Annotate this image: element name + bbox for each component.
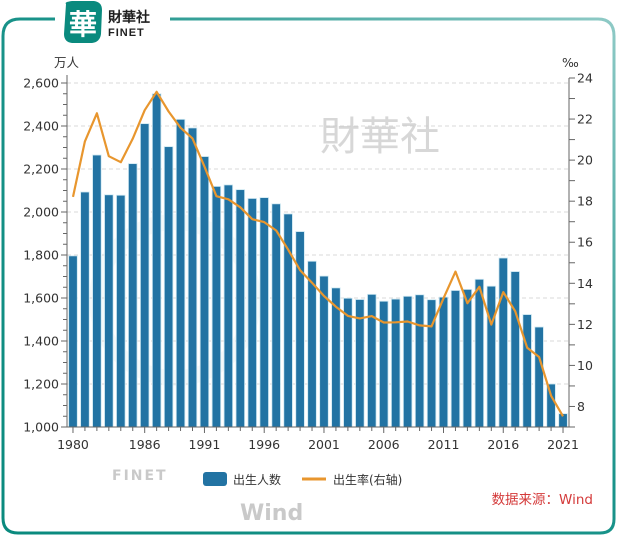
bar-1984: [116, 194, 126, 428]
bar-2016: [498, 257, 508, 428]
right-tick-label: 20: [577, 153, 593, 168]
legend-swatch-births[interactable]: [203, 472, 227, 486]
bar-1993: [223, 184, 234, 428]
watermark-center-en: FINET: [112, 468, 168, 484]
right-tick-label: 8: [577, 399, 585, 414]
bar-1983: [104, 194, 114, 428]
bar-1988: [163, 146, 174, 428]
bar-1981: [80, 191, 90, 428]
bar-1985: [128, 163, 138, 428]
left-tick-label: 1,400: [23, 334, 59, 349]
bar-1986: [139, 123, 150, 428]
bar-2020: [546, 383, 556, 428]
bar-2014: [474, 278, 485, 428]
bar-2011: [438, 296, 449, 428]
line-series: [71, 90, 564, 417]
x-tick-label: 2011: [428, 437, 460, 452]
bar-2017: [510, 271, 520, 428]
x-tick-label: 2016: [487, 437, 519, 452]
left-tick-label: 2,600: [23, 76, 59, 91]
axes: [61, 75, 575, 433]
bar-1999: [295, 231, 305, 428]
right-tick-label: 10: [577, 358, 593, 373]
right-tick-label: 22: [577, 112, 593, 127]
bar-1996: [259, 197, 269, 428]
brand-name-en: FINET: [108, 27, 145, 39]
bar-1992: [211, 186, 222, 428]
bar-2008: [402, 295, 413, 428]
data-source: 数据来源：Wind: [492, 492, 593, 508]
bar-2009: [414, 294, 425, 428]
bar-1994: [235, 189, 246, 428]
left-tick-label: 1,200: [23, 377, 59, 392]
legend: 出生人数 出生率(右轴): [203, 472, 402, 487]
bar-2007: [390, 298, 401, 428]
brand-logo: 華 財華社 FINET: [64, 1, 150, 43]
right-tick-label: 18: [577, 194, 593, 209]
right-tick-label: 24: [577, 71, 593, 86]
watermark-corner: Wind: [240, 501, 303, 526]
left-tick-label: 2,400: [23, 119, 59, 134]
right-tick-label: 14: [577, 276, 593, 291]
bar-2018: [522, 314, 532, 428]
x-tick-label: 1986: [129, 437, 161, 452]
left-tick-label: 1,600: [23, 291, 59, 306]
right-axis-unit: ‰: [562, 55, 579, 70]
bar-1980: [68, 255, 78, 428]
x-tick-label: 2006: [368, 437, 400, 452]
birth-rate-line: [71, 90, 564, 417]
bar-1990: [187, 127, 198, 428]
bar-2013: [462, 288, 473, 428]
left-tick-label: 2,200: [23, 162, 59, 177]
bar-1991: [199, 156, 210, 428]
bar-2012: [450, 290, 461, 428]
right-tick-label: 16: [577, 235, 593, 250]
left-axis-unit: 万人: [54, 55, 80, 70]
logo-badge-icon: [64, 1, 102, 43]
bar-2019: [534, 326, 544, 428]
bar-1995: [247, 198, 257, 428]
watermark-layer: 財華社 FINET Wind: [112, 114, 440, 526]
left-tick-label: 1,000: [23, 420, 59, 435]
tick-labels: 1,000 1,200 1,400 1,600 1,800 2,000 2,200 2,400…: [23, 71, 593, 453]
bar-1982: [92, 154, 102, 428]
right-tick-label: 12: [577, 317, 593, 332]
legend-label-births[interactable]: 出生人数: [233, 472, 281, 487]
left-tick-label: 1,800: [23, 248, 59, 263]
watermark-center-cn: 財華社: [320, 114, 440, 160]
bar-2005: [367, 293, 377, 428]
bar-1989: [175, 118, 186, 428]
left-tick-label: 2,000: [23, 205, 59, 220]
bar-2015: [486, 285, 497, 428]
brand-name-cn: 財華社: [107, 9, 150, 26]
logo-char: 華: [69, 8, 97, 41]
x-tick-label: 1991: [189, 437, 221, 452]
x-tick-label: 2021: [547, 437, 579, 452]
x-tick-label: 1980: [57, 437, 89, 452]
x-tick-label: 1996: [248, 437, 280, 452]
legend-label-rate[interactable]: 出生率(右轴): [333, 472, 402, 487]
bar-1987: [151, 93, 162, 428]
bar-series: [68, 93, 568, 428]
x-tick-label: 2001: [308, 437, 340, 452]
frame-border: [1, 17, 616, 535]
